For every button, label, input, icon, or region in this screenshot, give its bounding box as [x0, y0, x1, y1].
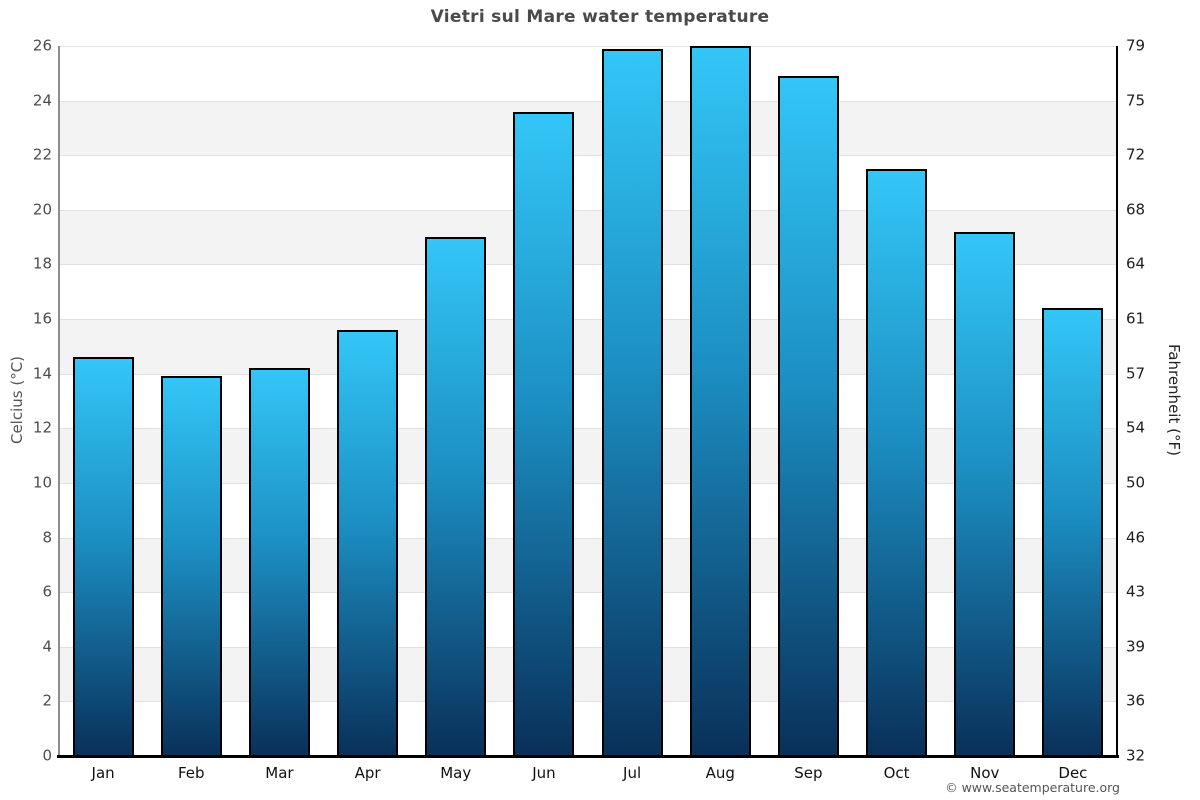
bar-jun: [513, 111, 575, 756]
x-tick-feb: Feb: [177, 764, 205, 782]
bar-feb: [160, 376, 222, 756]
y-tick-right-39: 39: [1126, 637, 1146, 656]
y-tick-left-14: 14: [32, 364, 52, 383]
bar-aug: [689, 46, 751, 756]
y-tick-right-46: 46: [1126, 528, 1146, 547]
gridline-14c: [59, 373, 1117, 375]
y-tick-left-12: 12: [32, 418, 52, 437]
gridline-24c: [59, 100, 1117, 102]
bar-dec: [1042, 308, 1104, 756]
gridline-10c: [59, 482, 1117, 484]
x-tick-jan: Jan: [91, 764, 115, 782]
plot-band: [59, 155, 1117, 210]
y-tick-right-43: 43: [1126, 582, 1146, 601]
gridline-8c: [59, 537, 1117, 539]
gridline-26c: [59, 46, 1117, 47]
y-tick-right-36: 36: [1126, 691, 1146, 710]
plot-band: [59, 646, 1117, 702]
x-tick-nov: Nov: [970, 764, 1000, 782]
y-tick-left-26: 26: [32, 36, 52, 55]
y-tick-right-54: 54: [1126, 418, 1146, 437]
bar-nov: [954, 231, 1016, 756]
gridline-6c: [59, 592, 1117, 594]
gridline-20c: [59, 209, 1117, 211]
gridline-18c: [59, 264, 1117, 266]
gridline-12c: [59, 428, 1117, 430]
y-tick-left-0: 0: [42, 746, 52, 765]
chart-title: Vietri sul Mare water temperature: [430, 7, 770, 27]
plot-band: [59, 482, 1117, 538]
y-axis-left-title: Celcius (°C): [8, 355, 26, 445]
y-axis-right-title: Fahrenheit (°F): [1165, 344, 1183, 456]
bar-apr: [337, 330, 399, 756]
plot-band: [59, 319, 1117, 374]
x-tick-aug: Aug: [705, 764, 735, 782]
y-tick-right-57: 57: [1126, 364, 1146, 383]
plot-area: [59, 46, 1117, 756]
y-tick-left-18: 18: [32, 254, 52, 273]
gridline-2c: [59, 701, 1117, 703]
y-tick-left-24: 24: [32, 91, 52, 110]
x-tick-jul: Jul: [623, 764, 642, 782]
x-tick-jun: Jun: [532, 764, 556, 782]
plot-band: [59, 537, 1117, 593]
y-tick-left-6: 6: [42, 582, 52, 601]
bar-may: [425, 237, 487, 756]
x-tick-may: May: [440, 764, 472, 782]
bar-oct: [866, 168, 928, 756]
y-tick-left-4: 4: [42, 637, 52, 656]
copyright-text: © www.seatemperature.org: [945, 780, 1120, 795]
y-tick-right-68: 68: [1126, 200, 1146, 219]
x-tick-apr: Apr: [354, 764, 381, 782]
y-tick-left-10: 10: [32, 473, 52, 492]
y-tick-left-20: 20: [32, 200, 52, 219]
y-axis-right-line: [1116, 46, 1118, 756]
gridline-4c: [59, 646, 1117, 648]
plot-band: [59, 264, 1117, 320]
y-tick-right-61: 61: [1126, 309, 1146, 328]
plot-band: [59, 701, 1117, 756]
y-tick-right-64: 64: [1126, 254, 1146, 273]
x-tick-sep: Sep: [794, 764, 823, 782]
y-axis-left-line: [58, 46, 60, 756]
x-axis-line: [57, 755, 1119, 758]
y-tick-left-22: 22: [32, 145, 52, 164]
x-tick-dec: Dec: [1058, 764, 1088, 782]
plot-band: [59, 209, 1117, 265]
bar-jul: [601, 48, 663, 756]
y-tick-left-16: 16: [32, 309, 52, 328]
x-tick-oct: Oct: [883, 764, 910, 782]
plot-band: [59, 373, 1117, 429]
gridline-22c: [59, 155, 1117, 157]
plot-band: [59, 428, 1117, 483]
plot-band: [59, 592, 1117, 647]
y-tick-right-79: 79: [1126, 36, 1146, 55]
bar-mar: [248, 368, 310, 756]
gridline-16c: [59, 319, 1117, 321]
y-tick-left-2: 2: [42, 691, 52, 710]
bar-jan: [72, 357, 134, 756]
y-tick-right-50: 50: [1126, 473, 1146, 492]
plot-band: [59, 46, 1117, 101]
y-tick-left-8: 8: [42, 528, 52, 547]
y-tick-right-32: 32: [1126, 746, 1146, 765]
y-tick-right-72: 72: [1126, 145, 1146, 164]
x-tick-mar: Mar: [265, 764, 294, 782]
bar-sep: [777, 76, 839, 756]
plot-band: [59, 100, 1117, 156]
y-tick-right-75: 75: [1126, 91, 1146, 110]
